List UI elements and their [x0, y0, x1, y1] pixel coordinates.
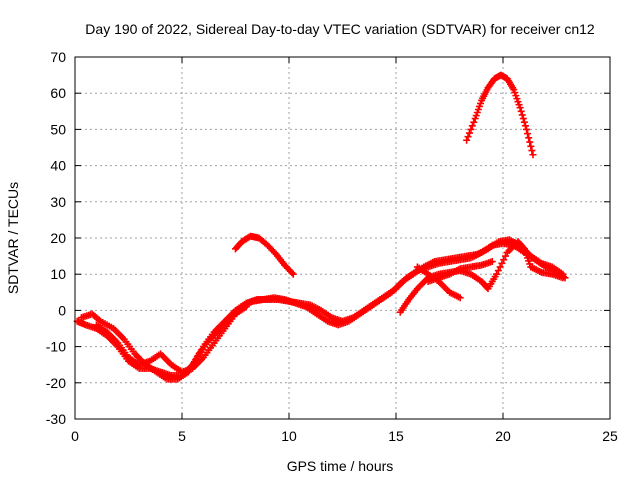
y-tick-label: 50	[50, 121, 66, 137]
data-point-interp	[519, 244, 527, 252]
series-track-8	[463, 71, 537, 159]
data-point	[289, 270, 297, 278]
data-point	[488, 258, 496, 266]
data-point-interp	[464, 133, 472, 141]
data-point-interp	[520, 118, 528, 126]
data-point-interp	[288, 269, 296, 277]
y-tick-label: 40	[50, 158, 66, 174]
data-point-interp	[470, 118, 478, 126]
series-track-3	[92, 303, 250, 376]
data-point-interp	[525, 134, 533, 142]
data-point	[523, 125, 531, 133]
data-point	[493, 270, 501, 278]
series-track-6	[413, 263, 464, 302]
data-point-interp	[496, 263, 504, 271]
data-point-interp	[518, 111, 526, 119]
x-tick-label: 5	[178, 428, 186, 444]
series-track-7	[232, 232, 297, 278]
y-tick-label: 20	[50, 230, 66, 246]
data-point	[529, 151, 537, 159]
grid-lines	[75, 57, 610, 419]
y-tick-label: 30	[50, 194, 66, 210]
y-tick-label: 70	[50, 49, 66, 65]
data-point	[559, 274, 567, 282]
y-tick-label: 60	[50, 85, 66, 101]
data-point-interp	[500, 256, 508, 264]
data-point	[242, 303, 250, 311]
plot-frame	[74, 56, 611, 420]
data-point-interp	[521, 122, 529, 130]
chart-title: Day 190 of 2022, Sidereal Day-to-day VTE…	[85, 21, 595, 37]
y-tick-label: -30	[46, 411, 66, 427]
y-tick-label: 10	[50, 266, 66, 282]
data-point	[456, 294, 464, 302]
data-point	[463, 136, 471, 144]
x-tick-label: 10	[281, 428, 297, 444]
y-tick-label: 0	[58, 302, 66, 318]
data-point-interp	[467, 125, 475, 133]
data-point-interp	[465, 129, 473, 137]
data-point-interp	[494, 267, 502, 275]
x-tick-label: 20	[495, 428, 511, 444]
y-tick-label: -10	[46, 339, 66, 355]
y-axis-label: SDTVAR / TECUs	[5, 182, 21, 294]
y-tick-label: -20	[46, 375, 66, 391]
data-point-interp	[517, 107, 525, 115]
x-tick-label: 25	[602, 428, 618, 444]
x-tick-label: 0	[71, 428, 79, 444]
data-point	[516, 104, 524, 112]
data-point-interp	[95, 316, 103, 324]
data-series	[73, 71, 569, 383]
data-point-interp	[527, 142, 535, 150]
data-point-interp	[501, 252, 509, 260]
data-point-interp	[526, 138, 534, 146]
x-tick-label: 15	[388, 428, 404, 444]
data-point-interp	[498, 259, 506, 267]
x-axis-label: GPS time / hours	[287, 458, 394, 474]
data-point-interp	[524, 130, 532, 138]
data-point-interp	[468, 122, 476, 130]
data-point-interp	[528, 147, 536, 155]
data-point-interp	[519, 115, 527, 123]
